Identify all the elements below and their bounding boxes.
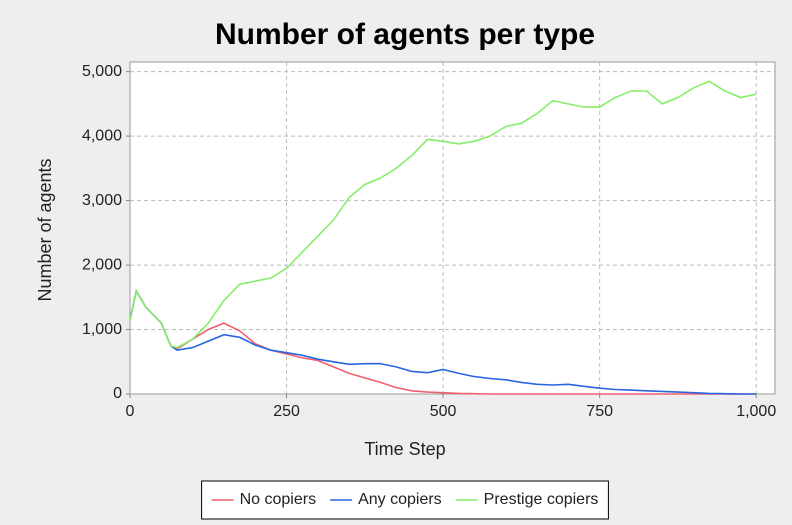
y-tick-label: 1,000 [82,321,122,338]
x-axis-label: Time Step [364,439,445,459]
y-tick-label: 0 [113,385,122,402]
plot-border [129,61,776,395]
y-tick-label: 3,000 [82,192,122,209]
legend-label: Prestige copiers [484,491,599,508]
x-tick-label: 500 [430,403,457,420]
chart-title: Number of agents per type [215,18,595,51]
y-tick-label: 2,000 [82,256,122,273]
series-line [129,288,757,395]
x-tick-label: 0 [126,403,135,420]
series-line [129,80,757,349]
legend-label: Any copiers [358,491,442,508]
y-tick-label: 4,000 [82,127,122,144]
legend-label: No copiers [240,491,316,508]
legend-box [201,480,609,520]
series-line [129,288,757,395]
y-axis-label: Number of agents [35,158,55,301]
x-tick-label: 1,000 [736,403,776,420]
plot-area [130,62,775,394]
x-tick-label: 250 [273,403,300,420]
x-tick-label: 750 [586,403,613,420]
y-tick-label: 5,000 [82,63,122,80]
